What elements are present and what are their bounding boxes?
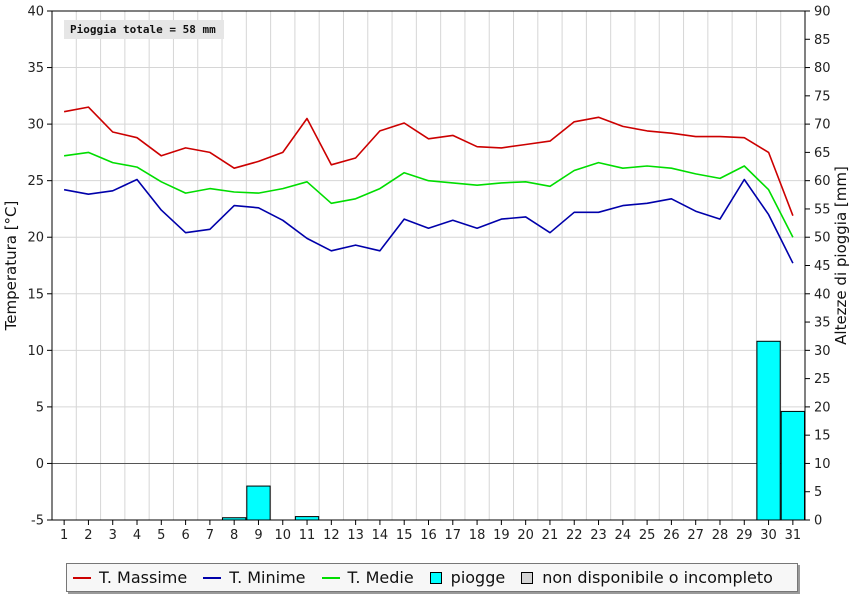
legend-item: T. Medie <box>321 568 414 587</box>
x-tick-label: 24 <box>615 528 632 543</box>
legend-label: T. Medie <box>347 568 414 587</box>
y-right-tick-label: 10 <box>814 457 831 472</box>
y-right-tick-label: 15 <box>814 429 831 444</box>
legend-label: T. Minime <box>229 568 306 587</box>
rain-bar <box>294 516 320 521</box>
y-right-tick-label: 25 <box>814 372 831 387</box>
x-tick-label: 12 <box>323 528 340 543</box>
x-tick-label: 14 <box>372 528 389 543</box>
x-tick-label: 2 <box>84 528 92 543</box>
y-right-tick-label: 30 <box>814 344 831 359</box>
x-tick-label: 31 <box>785 528 802 543</box>
y-left-axis-title: Temperatura [°C] <box>2 201 20 332</box>
y-left-tick-label: 10 <box>27 344 44 359</box>
legend-item: T. Minime <box>203 568 306 587</box>
legend-item: T. Massime <box>73 568 187 587</box>
legend-item: piogge <box>429 568 506 587</box>
y-left-tick-label: 30 <box>27 118 44 133</box>
x-tick-label: 29 <box>736 528 753 543</box>
y-left-tick-label: 15 <box>27 287 44 302</box>
x-tick-label: 27 <box>687 528 704 543</box>
y-right-tick-label: 0 <box>814 514 822 529</box>
x-tick-label: 23 <box>590 528 607 543</box>
y-right-tick-label: 35 <box>814 316 831 331</box>
y-left-tick-label: 25 <box>27 174 44 189</box>
x-tick-label: 4 <box>133 528 141 543</box>
y-right-tick-label: 55 <box>814 202 831 217</box>
x-tick-label: 1 <box>60 528 68 543</box>
y-right-tick-label: 50 <box>814 231 831 246</box>
legend: T. Massime T. Minime T. Medie piogge non dis… <box>66 563 798 592</box>
x-tick-label: 15 <box>396 528 413 543</box>
y-left-tick-label: 35 <box>27 61 44 76</box>
legend-item: non disponibile o incompleto <box>521 568 773 587</box>
x-tick-label: 10 <box>274 528 291 543</box>
x-tick-label: 21 <box>542 528 559 543</box>
y-right-tick-label: 90 <box>814 5 831 20</box>
legend-label: non disponibile o incompleto <box>542 568 773 587</box>
legend-label: T. Massime <box>99 568 188 587</box>
legend-label: piogge <box>450 568 506 587</box>
x-tick-label: 5 <box>157 528 165 543</box>
rain-bar <box>246 485 271 521</box>
legend-box-swatch <box>429 571 442 584</box>
x-tick-label: 18 <box>469 528 486 543</box>
legend-line-swatch <box>321 576 340 579</box>
series-line <box>63 178 794 264</box>
x-tick-label: 26 <box>663 528 680 543</box>
x-tick-label: 16 <box>420 528 437 543</box>
x-tick-label: 20 <box>517 528 534 543</box>
x-tick-label: 8 <box>230 528 238 543</box>
x-tick-label: 22 <box>566 528 583 543</box>
y-right-tick-label: 5 <box>814 485 822 500</box>
x-tick-label: 30 <box>760 528 777 543</box>
y-right-tick-label: 20 <box>814 400 831 415</box>
x-tick-label: 7 <box>206 528 214 543</box>
x-tick-label: 9 <box>254 528 262 543</box>
legend-box-swatch <box>521 571 534 584</box>
legend-line-swatch <box>73 576 91 579</box>
y-right-axis-title: Altezze di pioggia [mm] <box>832 166 850 345</box>
x-tick-label: 13 <box>347 528 364 543</box>
y-right-tick-label: 75 <box>814 89 831 104</box>
series-line <box>63 151 794 238</box>
x-tick-label: 25 <box>639 528 656 543</box>
rain-bar <box>756 340 781 521</box>
x-tick-label: 19 <box>493 528 510 543</box>
total-rain-note: Pioggia totale = 58 mm <box>64 20 224 39</box>
rain-bar <box>780 410 806 521</box>
x-tick-label: 17 <box>445 528 462 543</box>
legend-line-swatch <box>203 576 222 579</box>
y-right-tick-label: 60 <box>814 174 831 189</box>
series-line <box>63 106 794 216</box>
y-right-tick-label: 45 <box>814 259 831 274</box>
x-tick-label: 3 <box>109 528 117 543</box>
x-tick-label: 11 <box>299 528 316 543</box>
y-right-tick-label: 85 <box>814 33 831 48</box>
y-left-tick-label: 40 <box>27 5 44 20</box>
y-right-tick-label: 40 <box>814 287 831 302</box>
y-right-tick-label: 65 <box>814 146 831 161</box>
y-left-tick-label: 20 <box>27 231 44 246</box>
x-tick-label: 6 <box>181 528 189 543</box>
x-tick-label: 28 <box>712 528 729 543</box>
y-left-tick-label: 5 <box>36 400 44 415</box>
y-right-tick-label: 80 <box>814 61 831 76</box>
y-left-tick-label: 0 <box>36 457 44 472</box>
y-right-tick-label: 70 <box>814 118 831 133</box>
y-left-tick-label: -5 <box>31 514 44 529</box>
plot-area <box>52 11 805 520</box>
